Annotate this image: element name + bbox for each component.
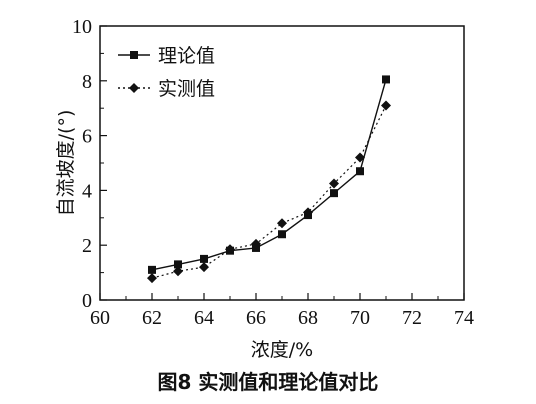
x-tick-label: 70 [350,307,370,329]
y-tick-label: 10 [72,16,92,38]
data-point [225,244,235,255]
x-tick-label: 68 [298,307,318,329]
data-point [355,152,365,163]
series-line [151,79,387,271]
data-point [277,218,287,229]
y-axis-title: 自流坡度/(°) [55,110,77,217]
series-2 [147,100,391,284]
data-point [200,254,208,263]
data-point [382,75,390,84]
x-tick-label: 72 [402,307,422,329]
y-tick-label: 6 [82,126,92,148]
x-tick-label: 74 [454,307,474,329]
data-point [278,230,286,239]
figure-caption: 图8 实测值和理论值对比 [157,370,379,394]
x-axis-title: 浓度/% [251,339,313,361]
data-point [148,265,156,274]
data-point [173,266,183,277]
y-tick-label: 8 [82,71,92,93]
data-point [251,238,261,249]
legend-marker [130,51,138,59]
data-point [174,260,182,269]
data-point [147,273,157,284]
data-point [303,207,313,218]
x-tick-label: 62 [142,307,162,329]
y-tick-label: 4 [82,180,92,202]
legend-label: 理论值 [158,45,215,67]
legend-marker [129,83,139,93]
data-point [199,262,209,273]
plot-frame [99,25,465,301]
x-tick-label: 64 [194,307,214,329]
x-tick-label: 66 [246,307,266,329]
legend-label: 实测值 [158,78,215,100]
x-tick-label: 60 [90,307,110,329]
series-line [151,105,387,279]
data-point [356,167,364,176]
series-layer [147,75,391,284]
series-1 [148,75,390,274]
y-tick-label: 2 [82,235,92,257]
data-point [329,178,339,189]
data-point [381,100,391,111]
y-tick-label: 0 [82,290,92,312]
data-point [330,189,338,198]
